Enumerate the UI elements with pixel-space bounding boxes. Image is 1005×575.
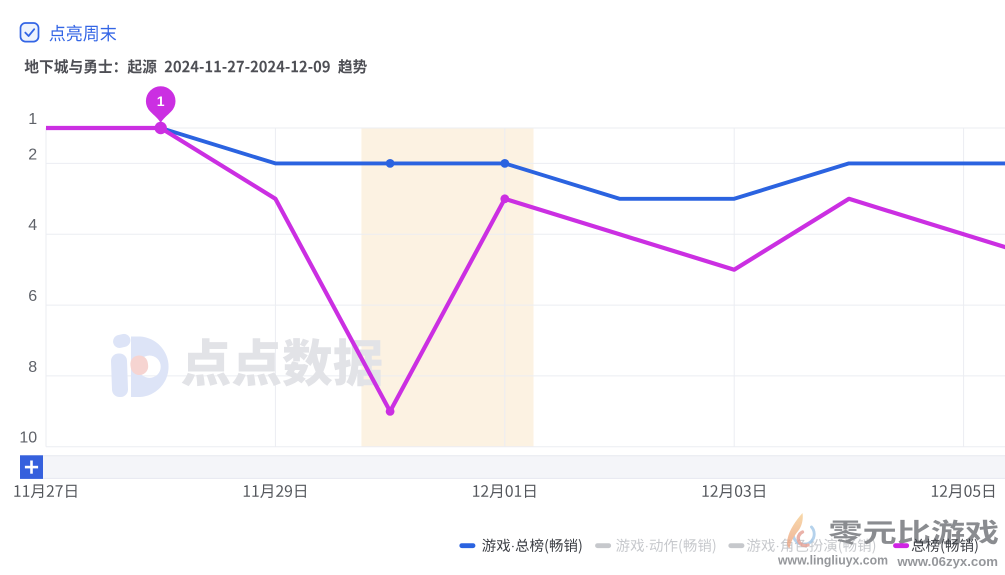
svg-text:2: 2 — [28, 146, 37, 163]
svg-text:4: 4 — [28, 217, 37, 234]
svg-text:www.06zyx.com: www.06zyx.com — [896, 554, 998, 569]
svg-text:8: 8 — [28, 359, 37, 376]
svg-text:1: 1 — [157, 93, 165, 109]
svg-text:10: 10 — [19, 430, 37, 447]
svg-text:6: 6 — [28, 288, 37, 305]
svg-text:1: 1 — [28, 111, 37, 128]
svg-text:www.lingliuyx.com: www.lingliuyx.com — [777, 553, 888, 568]
